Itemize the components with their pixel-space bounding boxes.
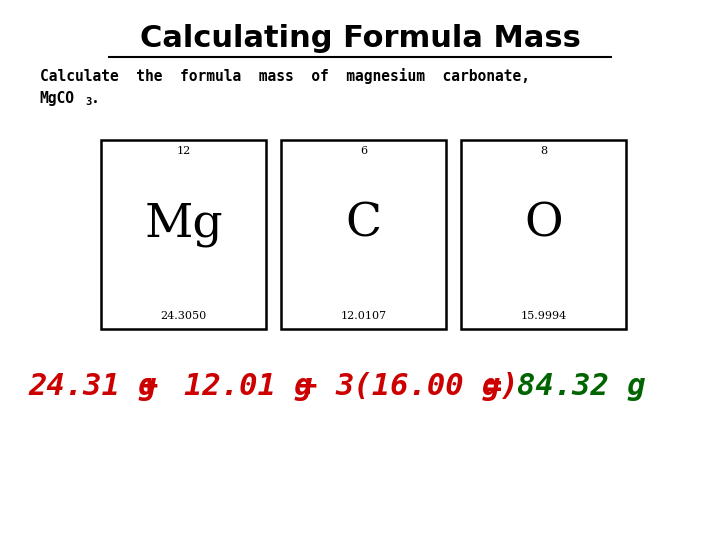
Text: O: O — [524, 201, 563, 247]
Text: +: + — [140, 372, 159, 401]
Text: 24.31 g: 24.31 g — [29, 372, 158, 401]
Text: 84.32 g: 84.32 g — [517, 372, 646, 401]
Text: 8: 8 — [540, 146, 547, 156]
Text: 3: 3 — [85, 97, 91, 107]
Text: 6: 6 — [360, 146, 367, 156]
Text: Calculate  the  formula  mass  of  magnesium  carbonate,: Calculate the formula mass of magnesium … — [40, 68, 530, 84]
Text: 12.01 g: 12.01 g — [184, 372, 312, 401]
Text: 24.3050: 24.3050 — [161, 311, 207, 321]
Text: Calculating Formula Mass: Calculating Formula Mass — [140, 24, 580, 53]
Text: +: + — [299, 372, 318, 401]
Text: MgCO: MgCO — [40, 91, 75, 106]
Text: Mg: Mg — [144, 201, 223, 247]
Bar — [281, 140, 446, 329]
Text: 12: 12 — [176, 146, 191, 156]
Text: .: . — [91, 91, 99, 106]
Text: 12.0107: 12.0107 — [341, 311, 387, 321]
Bar — [101, 140, 266, 329]
Text: 3(16.00 g): 3(16.00 g) — [336, 372, 519, 401]
Text: C: C — [346, 201, 382, 247]
Bar — [461, 140, 626, 329]
Text: =: = — [484, 372, 503, 401]
Text: 15.9994: 15.9994 — [521, 311, 567, 321]
